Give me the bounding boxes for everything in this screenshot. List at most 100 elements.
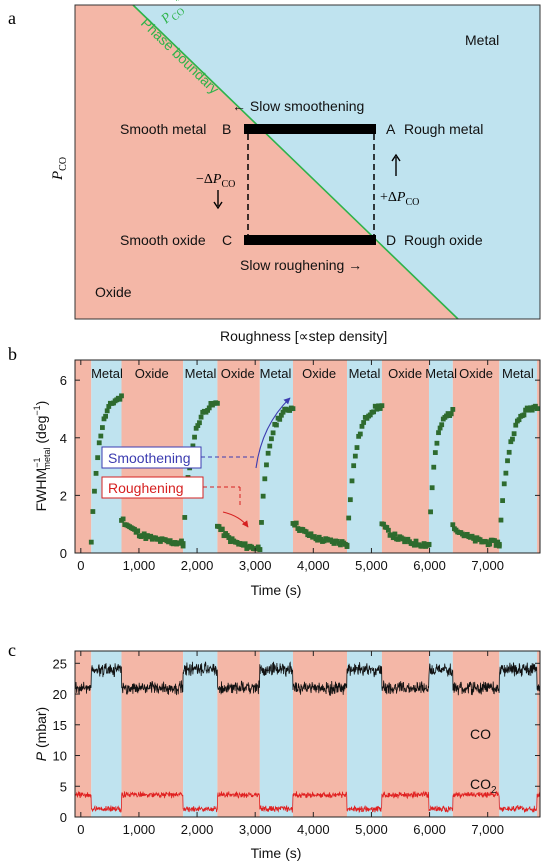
- data-point: [405, 536, 411, 542]
- rough-metal-label: Rough metal: [404, 121, 483, 137]
- data-point: [93, 470, 99, 476]
- x-tick-label: 0: [77, 822, 84, 837]
- x-tick-label: 5,000: [355, 558, 388, 573]
- data-point: [429, 485, 435, 491]
- y-tick-label: 15: [53, 718, 67, 733]
- data-point: [506, 449, 512, 455]
- slow-roughening-label: Slow roughening →: [240, 257, 362, 273]
- co-series-label: CO: [470, 726, 491, 742]
- smooth-oxide-label: Smooth oxide: [120, 232, 206, 248]
- panel-a-frame: [74, 4, 541, 320]
- phase-band-oxide: [452, 360, 500, 553]
- y-tick-label: 20: [53, 687, 67, 702]
- trace-co: [75, 661, 540, 696]
- down-arrow-head: [213, 201, 223, 210]
- x-tick-label: 7,000: [471, 822, 504, 837]
- data-point: [132, 526, 137, 532]
- data-point: [432, 450, 438, 455]
- data-point: [195, 423, 201, 428]
- data-point: [106, 404, 112, 409]
- smoothening-annotation: Smoothening: [101, 397, 291, 469]
- data-point: [501, 481, 507, 487]
- data-point: [347, 497, 353, 503]
- data-point: [88, 539, 94, 545]
- metal-phase-label: Metal: [349, 366, 381, 381]
- data-point: [413, 538, 419, 544]
- oxide-bar: [244, 235, 376, 245]
- data-point: [359, 423, 365, 429]
- data-point: [198, 414, 204, 420]
- data-point: [381, 521, 386, 527]
- y-tick-label: 6: [60, 373, 67, 388]
- data-point: [100, 425, 105, 430]
- data-point: [290, 406, 296, 412]
- data-point: [259, 520, 264, 525]
- phase-band-metal: [347, 360, 382, 553]
- data-point: [384, 525, 390, 530]
- phase-band-metal: [499, 651, 538, 817]
- x-tick-label: 3,000: [239, 822, 272, 837]
- panel-c-ylabel: P (mbar): [33, 707, 49, 761]
- metal-phase-label: Metal: [260, 366, 292, 381]
- data-point: [372, 403, 378, 409]
- data-point: [498, 517, 504, 523]
- data-point: [500, 498, 505, 504]
- data-point: [117, 396, 123, 402]
- data-point: [437, 425, 443, 431]
- panel-c-traces: [75, 661, 540, 814]
- data-point: [206, 405, 212, 411]
- data-point: [143, 536, 149, 541]
- roughening-annotation: Roughening: [101, 476, 249, 528]
- data-point: [119, 393, 124, 399]
- point-c-label: C: [222, 232, 232, 248]
- phase-band-oxide: [381, 651, 429, 817]
- data-point: [92, 488, 97, 494]
- data-point: [448, 411, 454, 417]
- phase-band-oxide: [381, 360, 429, 553]
- data-point: [269, 436, 274, 442]
- minus-delta-pco-label: −ΔPCO: [196, 172, 235, 190]
- y-tick-label: 0: [60, 810, 67, 825]
- data-point: [104, 408, 110, 414]
- data-point: [205, 407, 211, 413]
- phase-band-oxide: [217, 651, 260, 817]
- data-point: [505, 458, 510, 464]
- data-point: [389, 532, 395, 538]
- data-point: [135, 528, 141, 534]
- trace-co2: [75, 790, 540, 814]
- metal-phase-label: Metal: [425, 366, 457, 381]
- data-point: [357, 431, 363, 437]
- panel-a-xlabel: Roughness [∝step density]: [220, 328, 387, 344]
- data-point: [346, 515, 352, 521]
- phase-band-oxide: [537, 360, 540, 553]
- data-point: [242, 541, 248, 547]
- data-point: [450, 522, 456, 528]
- data-point: [439, 422, 445, 428]
- roughening-label: Roughening: [108, 480, 184, 496]
- data-point: [379, 403, 385, 409]
- data-point: [257, 547, 263, 553]
- data-point: [374, 406, 380, 412]
- panel-b-axes: 0 1,000 2,000 3,000 4,000 5,000 6,000 7,000 0 2 4 6: [60, 359, 541, 573]
- panel-c-phase-bands: [75, 651, 540, 817]
- panel-a-letter: a: [8, 8, 16, 28]
- oxide-phase-label: Oxide: [459, 366, 493, 381]
- data-point: [308, 531, 314, 537]
- data-point: [274, 422, 279, 428]
- point-b-label: B: [222, 121, 231, 137]
- phase-boundary-line: [132, 4, 459, 320]
- x-tick-label: 6,000: [413, 822, 446, 837]
- data-point: [511, 431, 517, 437]
- metal-bar: [244, 124, 376, 134]
- x-tick-label: 2,000: [181, 558, 214, 573]
- y-tick-label: 4: [60, 431, 67, 446]
- data-point: [349, 478, 355, 484]
- data-point: [431, 464, 437, 470]
- data-point: [487, 541, 493, 547]
- data-point: [436, 430, 441, 436]
- data-point: [315, 537, 320, 543]
- x-tick-label: 5,000: [355, 822, 388, 837]
- data-point: [190, 443, 196, 449]
- data-point: [411, 542, 417, 548]
- data-point: [331, 541, 337, 546]
